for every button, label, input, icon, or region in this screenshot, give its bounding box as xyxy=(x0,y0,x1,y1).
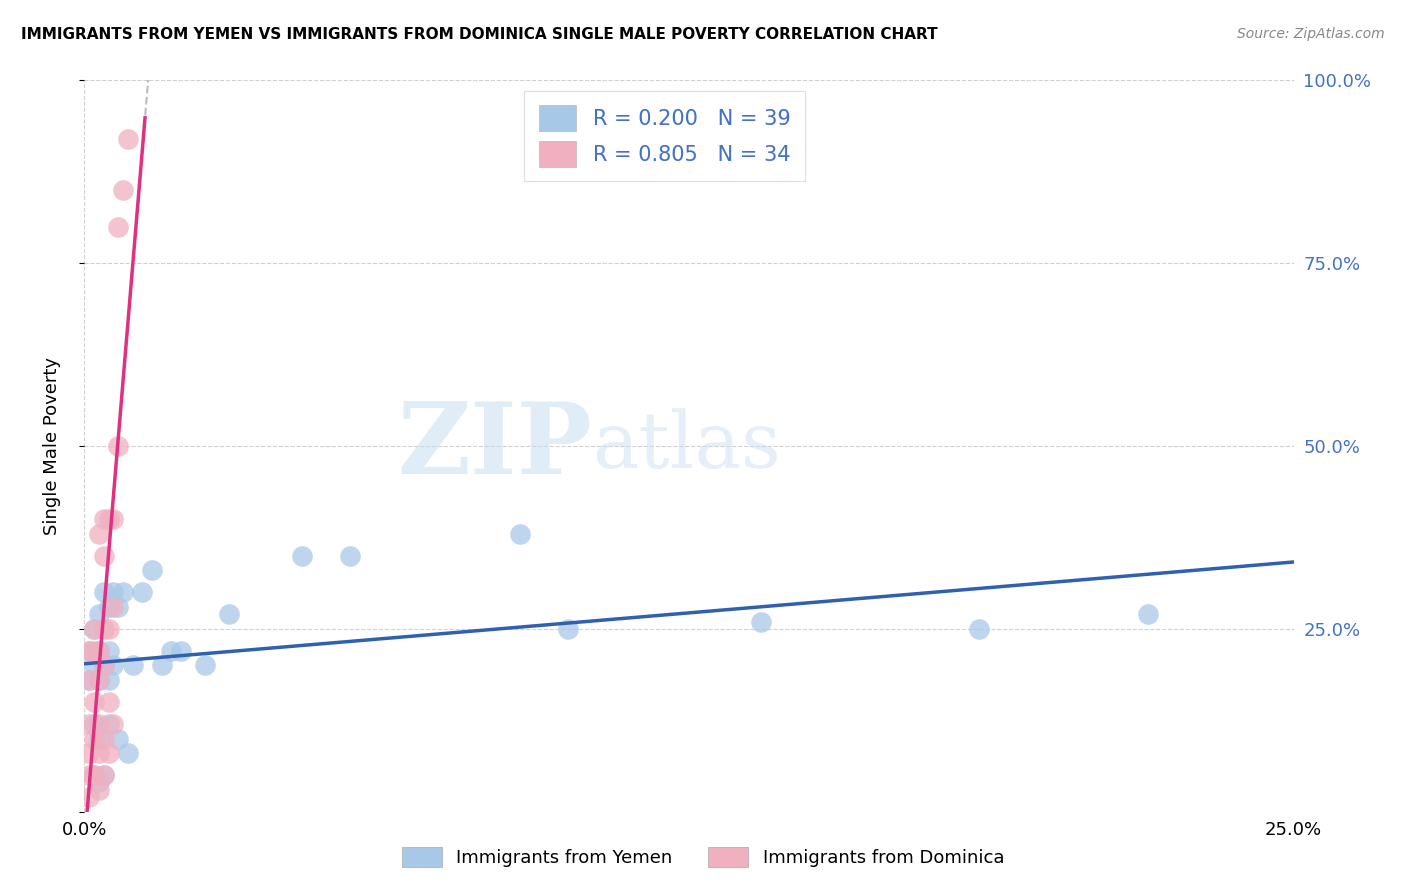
Point xyxy=(103,585,125,599)
Point xyxy=(97,599,120,614)
Point xyxy=(87,644,110,658)
Point xyxy=(93,549,115,563)
Point xyxy=(87,782,110,797)
Point xyxy=(93,768,115,782)
Point xyxy=(87,746,110,760)
Point xyxy=(83,717,105,731)
Point xyxy=(107,599,129,614)
Point xyxy=(117,132,139,146)
Point xyxy=(83,731,105,746)
Point xyxy=(103,658,125,673)
Point xyxy=(117,746,139,760)
Y-axis label: Single Male Poverty: Single Male Poverty xyxy=(42,357,60,535)
Point xyxy=(97,695,120,709)
Point xyxy=(1137,607,1160,622)
Point xyxy=(170,644,193,658)
Point xyxy=(77,673,100,687)
Point xyxy=(93,585,115,599)
Point xyxy=(107,731,129,746)
Point xyxy=(103,717,125,731)
Point xyxy=(77,644,100,658)
Point xyxy=(107,219,129,234)
Point xyxy=(751,615,773,629)
Point xyxy=(291,549,314,563)
Text: atlas: atlas xyxy=(592,409,780,483)
Point xyxy=(87,717,110,731)
Legend: R = 0.200   N = 39, R = 0.805   N = 34: R = 0.200 N = 39, R = 0.805 N = 34 xyxy=(524,91,806,181)
Point xyxy=(77,768,100,782)
Point xyxy=(93,658,115,673)
Legend: Immigrants from Yemen, Immigrants from Dominica: Immigrants from Yemen, Immigrants from D… xyxy=(395,839,1011,874)
Point xyxy=(112,183,135,197)
Point xyxy=(93,512,115,526)
Text: IMMIGRANTS FROM YEMEN VS IMMIGRANTS FROM DOMINICA SINGLE MALE POVERTY CORRELATIO: IMMIGRANTS FROM YEMEN VS IMMIGRANTS FROM… xyxy=(21,27,938,42)
Point xyxy=(87,526,110,541)
Point xyxy=(77,673,100,687)
Point xyxy=(83,695,105,709)
Point xyxy=(87,607,110,622)
Point xyxy=(83,622,105,636)
Point xyxy=(77,644,100,658)
Point xyxy=(83,644,105,658)
Point xyxy=(131,585,153,599)
Point xyxy=(194,658,217,673)
Point xyxy=(87,673,110,687)
Point xyxy=(93,768,115,782)
Point xyxy=(107,439,129,453)
Point xyxy=(87,731,110,746)
Point xyxy=(218,607,240,622)
Point xyxy=(87,673,110,687)
Point xyxy=(77,746,100,760)
Point xyxy=(103,512,125,526)
Point xyxy=(121,658,143,673)
Point xyxy=(83,622,105,636)
Text: ZIP: ZIP xyxy=(398,398,592,494)
Point xyxy=(97,717,120,731)
Point xyxy=(509,526,531,541)
Point xyxy=(97,673,120,687)
Point xyxy=(112,585,135,599)
Point xyxy=(160,644,183,658)
Point xyxy=(103,599,125,614)
Point xyxy=(87,644,110,658)
Point xyxy=(339,549,361,563)
Point xyxy=(141,563,163,577)
Point xyxy=(83,658,105,673)
Point xyxy=(93,731,115,746)
Point xyxy=(97,512,120,526)
Point xyxy=(150,658,173,673)
Point xyxy=(83,768,105,782)
Point xyxy=(93,622,115,636)
Point xyxy=(93,658,115,673)
Point xyxy=(87,775,110,789)
Point xyxy=(77,717,100,731)
Point xyxy=(77,790,100,805)
Point xyxy=(97,622,120,636)
Point xyxy=(967,622,990,636)
Point xyxy=(97,644,120,658)
Point xyxy=(83,768,105,782)
Text: Source: ZipAtlas.com: Source: ZipAtlas.com xyxy=(1237,27,1385,41)
Point xyxy=(557,622,579,636)
Point xyxy=(97,746,120,760)
